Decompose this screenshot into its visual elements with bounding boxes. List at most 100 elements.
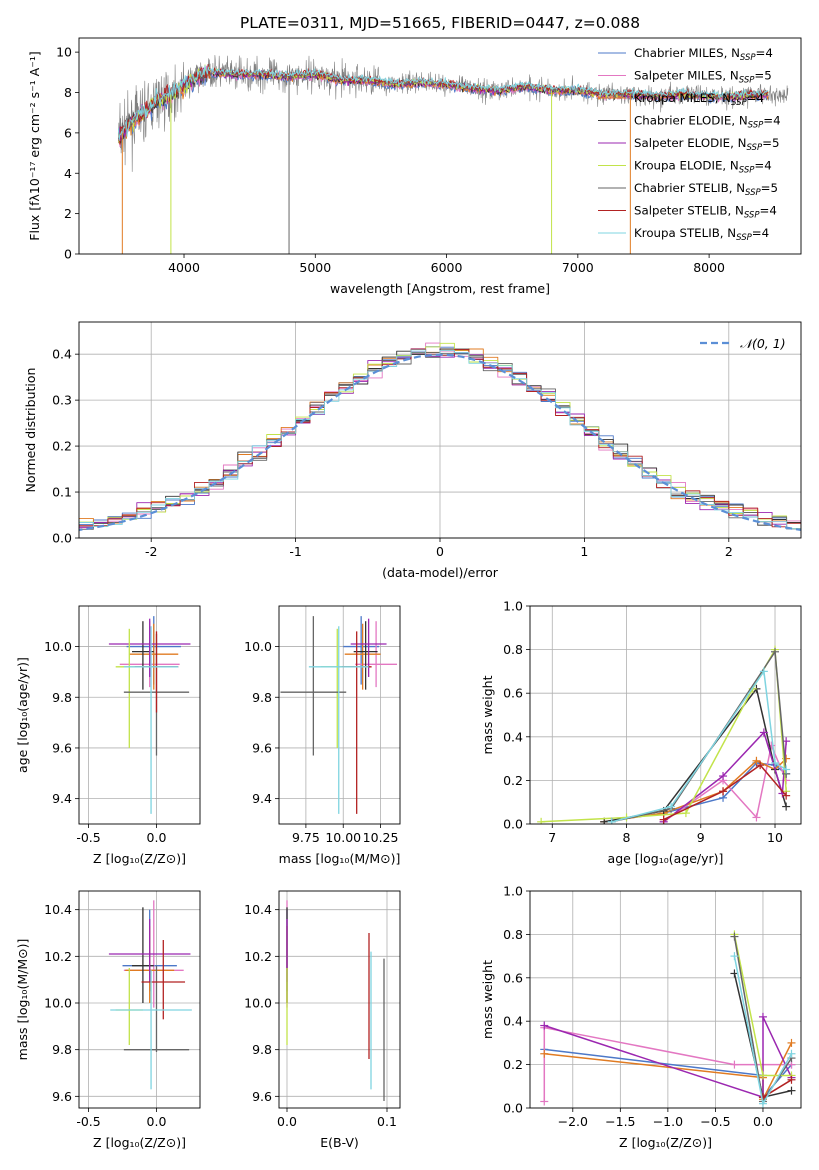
x-tick-label: 4000 (168, 260, 200, 275)
y-tick-label: 0.8 (503, 642, 523, 657)
x-axis-label: wavelength [Angstrom, rest frame] (330, 281, 550, 296)
legend-label-chabrier-miles: Chabrier MILES, NSSP=4 (634, 46, 773, 63)
axes-frame (529, 605, 802, 825)
plot-area (117, 54, 789, 254)
x-axis-label: Z [log₁₀(Z/Z⊙)] (93, 851, 186, 866)
y-tick-label: 0.0 (52, 531, 72, 546)
y-tick-label: 9.8 (252, 690, 272, 705)
y-tick-label: 0 (64, 247, 72, 262)
errorbar-salpeter-stelib (341, 631, 372, 814)
legend: 𝒩(0, 1) (700, 336, 786, 351)
errorbar-salpeter-elodie (108, 618, 191, 677)
y-tick-label: 6 (64, 125, 72, 140)
x-tick-label: -2 (145, 544, 157, 559)
plot-area (540, 930, 796, 1108)
axes-frame (78, 890, 201, 1109)
y-tick-label: 10.0 (244, 996, 272, 1011)
model-line-kroupa-stelib (117, 65, 769, 142)
plot-area (108, 900, 192, 1090)
series-kroupa-stelib (607, 667, 791, 824)
y-tick-label: 10.0 (44, 996, 72, 1011)
series-line (604, 758, 787, 823)
panel-massweight-vs-age: 7 8 9 10 0.0 0.2 0.4 0.6 0.8 1.0 age [log₁₀(age/yr… (480, 599, 802, 866)
x-tick-label: 1 (580, 544, 588, 559)
x-tick-label: 10 (767, 830, 783, 845)
axes-frame (529, 890, 802, 1109)
errorbar-kroupa-stelib (308, 626, 369, 814)
errorbar-kroupa-elodie (115, 968, 143, 1045)
y-tick-label: 10.0 (44, 639, 72, 654)
legend-label-kroupa-stelib: Kroupa STELIB, NSSP=4 (634, 226, 769, 243)
axes-frame (278, 605, 401, 825)
y-tick-label: 10.0 (244, 639, 272, 654)
legend-label-salpeter-stelib: Salpeter STELIB, NSSP=4 (634, 204, 777, 221)
y-tick-label: 0.2 (503, 773, 523, 788)
series-line (663, 731, 787, 823)
axes-frame (78, 37, 802, 255)
y-tick-label: 0.4 (503, 729, 523, 744)
series-salpeter-stelib (659, 761, 791, 824)
x-tick-label: 8000 (693, 260, 725, 275)
y-tick-label: 0.4 (503, 1014, 523, 1029)
x-tick-label: 0.0 (277, 1114, 297, 1129)
y-tick-label: 10.2 (44, 949, 72, 964)
plot-area (537, 645, 791, 824)
y-axis-label: mass weight (480, 960, 495, 1039)
x-tick-label: 7000 (562, 260, 594, 275)
errorbar-salpeter-stelib (141, 940, 186, 1020)
x-tick-label: −2.0 (558, 1114, 588, 1129)
x-axis-label: Z [log₁₀(Z/Z⊙)] (619, 1135, 712, 1150)
x-tick-label: 0.0 (753, 1114, 773, 1129)
y-tick-label: 0.8 (503, 927, 523, 942)
y-tick-label: 0.6 (503, 686, 523, 701)
x-tick-label: 0.0 (147, 830, 167, 845)
x-tick-label: -0.5 (76, 830, 100, 845)
panel-age-vs-Z: -0.5 0.0 9.4 9.6 9.8 10.0 Z [log₁₀(Z/Z⊙)] age [… (15, 605, 201, 866)
axes-frame (278, 890, 401, 1109)
y-axis-label: mass [log₁₀(M/M⊙)] (15, 939, 30, 1061)
x-axis-label: Z [log₁₀(Z/Z⊙)] (93, 1135, 186, 1150)
x-tick-label: −1.0 (653, 1114, 683, 1129)
series-kroupa-elodie (537, 645, 791, 824)
x-tick-label: -0.5 (76, 1114, 100, 1129)
y-axis-label: mass weight (480, 675, 495, 754)
normal-curve (79, 353, 801, 532)
y-tick-label: 9.8 (52, 690, 72, 705)
panel-massweight-vs-Z: −2.0 −1.5 −1.0 −0.5 0.0 0.0 0.2 0.4 0.6 0.8 1.0 Z [… (480, 884, 802, 1150)
errorbar-chabrier-stelib (123, 965, 190, 1052)
x-tick-label: 10.25 (363, 830, 399, 845)
x-tick-label: 7 (548, 830, 556, 845)
y-tick-label: 10.2 (244, 949, 272, 964)
legend-label-salpeter-miles: Salpeter MILES, NSSP=5 (634, 69, 772, 86)
errorbar-salpeter-elodie (108, 919, 191, 982)
y-tick-label: 10 (56, 45, 72, 60)
x-tick-label: 8 (623, 830, 631, 845)
series-line (544, 1016, 793, 1098)
errorbar-kroupa-miles (344, 623, 381, 690)
x-tick-label: 9.75 (292, 830, 320, 845)
panel-mass-vs-Z: -0.5 0.0 9.6 9.8 10.0 10.2 10.4 Z [log₁₀(Z/Z⊙)]… (15, 890, 201, 1150)
legend-label-chabrier-elodie: Chabrier ELODIE, NSSP=4 (634, 114, 781, 131)
legend-label-kroupa-miles: Kroupa MILES, NSSP=4 (634, 91, 764, 108)
errorbar-kroupa-stelib (123, 626, 179, 814)
y-tick-label: 0.1 (52, 485, 72, 500)
panel-mass-vs-ebv: 0.0 0.1 9.6 9.8 10.0 10.2 10.4 E(B-V) (244, 890, 401, 1150)
y-tick-label: 0.2 (52, 439, 72, 454)
legend-label-normal: 𝒩(0, 1) (740, 336, 786, 351)
x-tick-label: −0.5 (700, 1114, 730, 1129)
series-kroupa-stelib (730, 952, 796, 1108)
y-axis-label: Normed distribution (23, 368, 38, 493)
y-tick-label: 10.4 (244, 902, 272, 917)
series-line (541, 648, 787, 823)
x-axis-label: E(B-V) (320, 1135, 359, 1150)
y-tick-label: 9.6 (52, 740, 72, 755)
y-tick-label: 9.6 (52, 1089, 72, 1104)
y-tick-label: 1.0 (503, 599, 523, 614)
panel-spectrum: 4000 5000 6000 7000 8000 0 2 4 6 8 10 wavelength [A… (27, 37, 802, 296)
plot-area (108, 616, 191, 814)
y-tick-label: 0.6 (503, 970, 523, 985)
y-tick-label: 1.0 (503, 884, 523, 899)
x-tick-label: -1 (289, 544, 301, 559)
